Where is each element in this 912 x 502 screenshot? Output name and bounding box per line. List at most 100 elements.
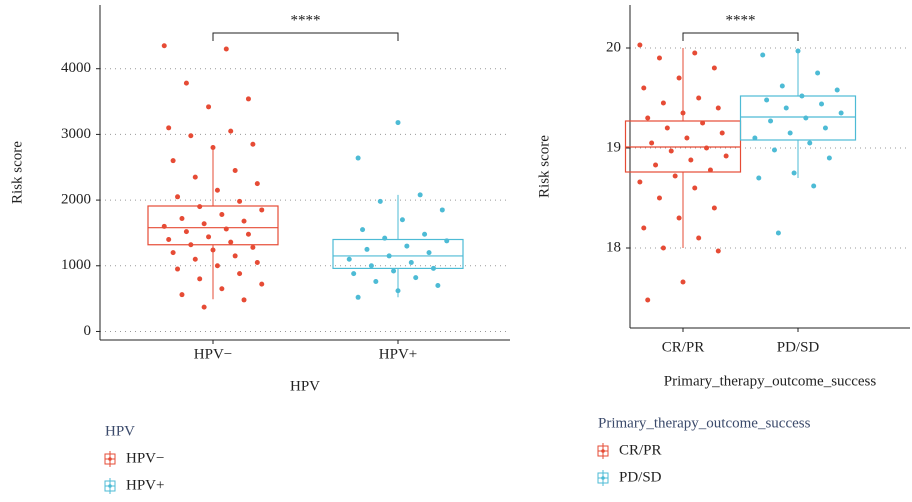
y-tick-label: 3000 bbox=[61, 126, 91, 142]
point bbox=[826, 155, 832, 161]
point bbox=[771, 147, 777, 153]
point bbox=[426, 250, 432, 256]
legend-title: Primary_therapy_outcome_success bbox=[598, 415, 811, 431]
point bbox=[707, 167, 713, 173]
point bbox=[399, 217, 405, 223]
point bbox=[188, 133, 194, 139]
point bbox=[175, 194, 181, 200]
y-tick-label: 20 bbox=[606, 39, 621, 55]
point bbox=[787, 130, 793, 136]
x-axis-label: Primary_therapy_outcome_success bbox=[664, 373, 877, 389]
point bbox=[696, 235, 702, 241]
point bbox=[700, 120, 706, 126]
point bbox=[819, 101, 825, 107]
point bbox=[676, 75, 682, 81]
significance-bracket bbox=[212, 32, 399, 41]
point bbox=[779, 83, 785, 89]
point bbox=[684, 135, 690, 141]
point bbox=[351, 271, 357, 277]
point bbox=[223, 226, 229, 232]
point bbox=[355, 155, 361, 161]
point bbox=[183, 80, 189, 86]
point bbox=[254, 181, 260, 187]
point bbox=[775, 230, 781, 236]
point bbox=[668, 148, 674, 154]
point bbox=[676, 215, 682, 221]
point bbox=[664, 125, 670, 131]
point bbox=[692, 50, 698, 56]
legend-title: HPV bbox=[105, 423, 135, 439]
point bbox=[408, 259, 414, 265]
point bbox=[250, 141, 256, 147]
point bbox=[719, 130, 725, 136]
point bbox=[660, 100, 666, 106]
point bbox=[214, 187, 220, 193]
point bbox=[364, 246, 370, 252]
point bbox=[259, 207, 265, 213]
point bbox=[834, 87, 840, 93]
legend-label: PD/SD bbox=[619, 469, 662, 485]
x-tick-label: HPV− bbox=[194, 346, 232, 362]
point bbox=[214, 263, 220, 269]
point bbox=[161, 223, 167, 229]
point bbox=[382, 235, 388, 241]
point bbox=[637, 179, 643, 185]
point bbox=[170, 250, 176, 256]
point bbox=[245, 231, 251, 237]
point bbox=[799, 93, 805, 99]
point bbox=[417, 192, 423, 198]
point bbox=[192, 256, 198, 262]
point bbox=[756, 175, 762, 181]
point bbox=[228, 128, 234, 134]
point bbox=[368, 263, 374, 269]
point bbox=[752, 135, 758, 141]
y-tick-label: 18 bbox=[606, 239, 621, 255]
point bbox=[161, 43, 167, 49]
point bbox=[439, 207, 445, 213]
point bbox=[692, 185, 698, 191]
point bbox=[223, 46, 229, 52]
point bbox=[637, 42, 643, 48]
point bbox=[201, 221, 207, 227]
legend-icon bbox=[108, 457, 112, 461]
point bbox=[715, 105, 721, 111]
point bbox=[688, 157, 694, 163]
point bbox=[404, 243, 410, 249]
point bbox=[795, 48, 801, 54]
point bbox=[680, 279, 686, 285]
point bbox=[413, 275, 419, 281]
y-tick-label: 4000 bbox=[61, 60, 91, 76]
point bbox=[807, 140, 813, 146]
legend-icon bbox=[601, 449, 605, 453]
legend-icon bbox=[601, 476, 605, 480]
point bbox=[444, 238, 450, 244]
x-tick-label: HPV+ bbox=[379, 346, 417, 362]
point bbox=[723, 153, 729, 159]
point bbox=[166, 125, 172, 131]
point bbox=[241, 297, 247, 303]
box bbox=[739, 95, 857, 141]
point bbox=[245, 96, 251, 102]
point bbox=[649, 140, 655, 146]
point bbox=[377, 198, 383, 204]
point bbox=[430, 265, 436, 271]
point bbox=[346, 256, 352, 262]
x-axis-label: HPV bbox=[290, 378, 320, 394]
point bbox=[259, 281, 265, 287]
point bbox=[660, 245, 666, 251]
point bbox=[641, 225, 647, 231]
x-tick-label: PD/SD bbox=[777, 339, 820, 355]
point bbox=[715, 248, 721, 254]
point bbox=[254, 259, 260, 265]
point bbox=[219, 286, 225, 292]
point bbox=[672, 173, 678, 179]
point bbox=[166, 237, 172, 242]
point bbox=[201, 304, 207, 310]
point bbox=[822, 125, 828, 131]
legend-label: HPV− bbox=[126, 450, 164, 466]
point bbox=[764, 97, 770, 103]
point bbox=[179, 215, 185, 221]
point bbox=[768, 118, 774, 124]
y-tick-label: 0 bbox=[84, 323, 92, 339]
